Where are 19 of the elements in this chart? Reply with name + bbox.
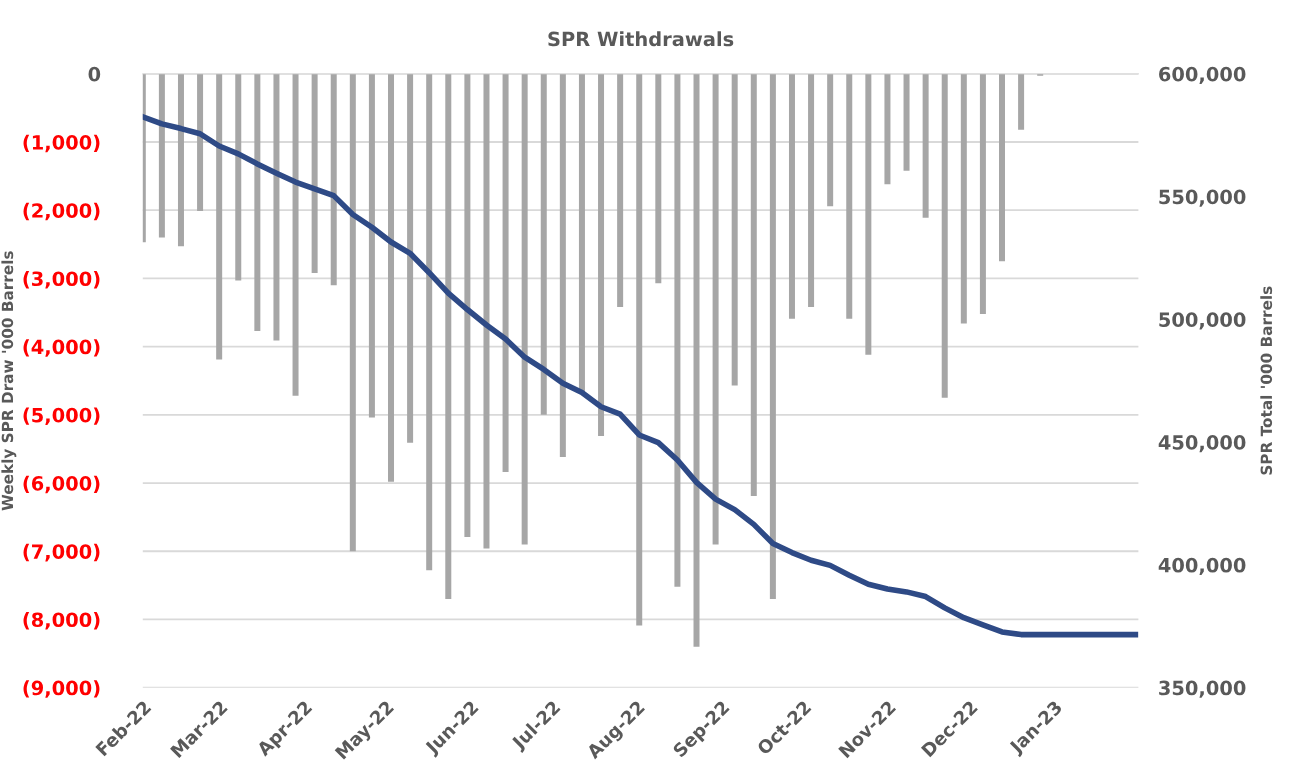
y-tick-label: (2,000) xyxy=(23,202,100,221)
y-tick-label: (3,000) xyxy=(23,271,100,289)
y-tick-label: (7,000) xyxy=(23,543,100,562)
y-tick-label: (5,000) xyxy=(23,407,100,425)
y2-tick-label: 450,000 xyxy=(1158,435,1246,453)
y2-tick-label: 500,000 xyxy=(1159,312,1246,330)
y2-tick-label: 600,000 xyxy=(1159,66,1246,84)
y-tick-label: (4,000) xyxy=(23,339,100,357)
y-axis-title: Weekly SPR Draw '000 Barrels xyxy=(1,251,17,511)
y-tick-label: (6,000) xyxy=(23,475,100,494)
y-tick-label: (1,000) xyxy=(23,134,100,153)
y-tick-label: (9,000) xyxy=(23,680,100,698)
y2-tick-label: 350,000 xyxy=(1159,680,1246,698)
chart-title: SPR Withdrawals xyxy=(548,31,734,47)
y2-tick-label: 550,000 xyxy=(1159,189,1246,207)
y2-tick-label: 400,000 xyxy=(1158,557,1246,576)
y-tick-label: 0 xyxy=(88,66,101,82)
y-tick-label: (8,000) xyxy=(23,612,100,630)
y2-axis-title: SPR Total '000 Barrels xyxy=(1260,286,1273,475)
